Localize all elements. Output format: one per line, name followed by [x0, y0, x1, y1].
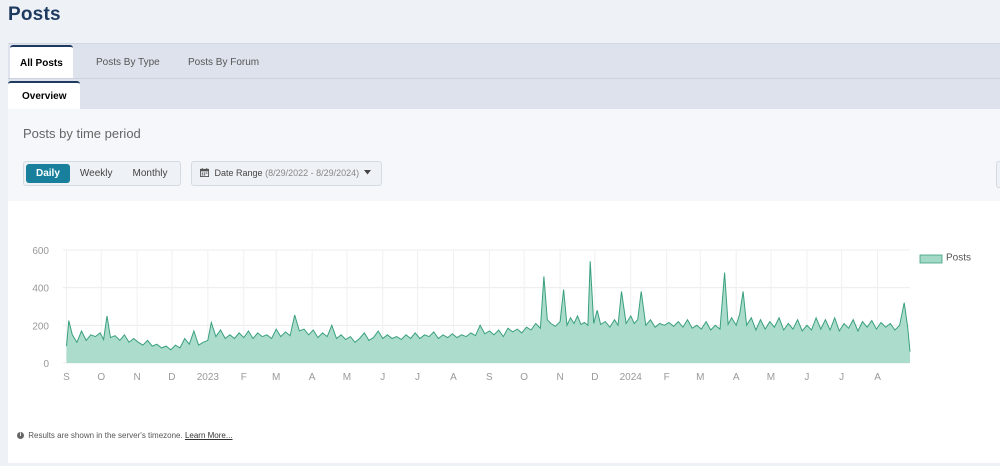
panel-heading: Posts by time period [23, 126, 141, 141]
x-tick-label: S [486, 372, 493, 383]
tabs-bar: All Posts Posts By Type Posts By Forum [8, 43, 1000, 80]
footnote-text: Results are shown in the server's timezo… [28, 431, 183, 440]
page-title: Posts [8, 4, 61, 25]
y-tick-label: 400 [32, 284, 49, 295]
y-tick-label: 600 [32, 246, 49, 257]
x-tick-label: M [343, 372, 351, 383]
x-tick-label: 2024 [620, 372, 643, 383]
x-tick-label: J [415, 372, 420, 383]
posts-area-chart: 0 200 400 600 S O N D 2023 F M A M J J A S O N D 2024 F M A M J J A… [32, 246, 971, 383]
daily-button[interactable]: Daily [26, 164, 70, 183]
x-tick-label: N [134, 372, 141, 383]
panel-header: Posts by time period Daily Weekly Monthl… [8, 109, 1000, 201]
x-tick-label: O [97, 372, 105, 383]
x-tick-label: A [450, 372, 457, 383]
x-tick-label: O [520, 372, 528, 383]
calendar-icon [200, 168, 215, 178]
x-tick-label: M [767, 372, 775, 383]
subtabs-bar: Overview [8, 78, 1000, 111]
x-tick-label: A [733, 372, 740, 383]
x-tick-label: A [309, 372, 316, 383]
x-tick-label: M [272, 372, 280, 383]
period-button-group: Daily Weekly Monthly [23, 161, 181, 186]
footnote: i Results are shown in the server's time… [17, 431, 233, 440]
chart-axes: 0 200 400 600 S O N D 2023 F M A M J J A S O N D 2024 F M A M J J A [32, 246, 881, 383]
x-tick-label: D [168, 372, 175, 383]
chart-series [66, 261, 911, 363]
x-tick-label: F [241, 372, 247, 383]
legend-label-posts[interactable]: Posts [946, 253, 971, 264]
weekly-button[interactable]: Weekly [79, 168, 113, 179]
y-tick-label: 200 [32, 321, 49, 332]
series-line-posts [66, 261, 911, 352]
date-range-value: (8/29/2022 - 8/29/2024) [265, 168, 360, 178]
x-tick-label: J [380, 372, 385, 383]
x-tick-label: F [664, 372, 670, 383]
tab-posts-by-forum[interactable]: Posts By Forum [188, 57, 260, 68]
x-tick-label: S [63, 372, 70, 383]
date-range-label: Date Range [214, 168, 263, 178]
subtab-overview[interactable]: Overview [8, 81, 81, 111]
chart-panel: 0 200 400 600 S O N D 2023 F M A M J J A S O N D 2024 F M A M J J A… [8, 201, 1000, 463]
learn-more-link[interactable]: Learn More... [184, 431, 233, 440]
info-icon: i [17, 432, 24, 440]
y-tick-label: 0 [43, 359, 49, 370]
tab-posts-by-type[interactable]: Posts By Type [96, 57, 160, 68]
toolbar-edge-button[interactable] [996, 161, 1000, 188]
x-tick-label: J [804, 372, 809, 383]
x-tick-label: 2023 [197, 372, 220, 383]
x-tick-label: J [839, 372, 844, 383]
caret-down-icon [362, 168, 371, 178]
tab-all-posts[interactable]: All Posts [10, 45, 73, 80]
x-tick-label: M [696, 372, 704, 383]
date-range-button[interactable]: Date Range (8/29/2022 - 8/29/2024) [191, 161, 382, 186]
legend-swatch-posts [919, 254, 943, 264]
x-tick-label: A [874, 372, 881, 383]
x-tick-label: D [591, 372, 598, 383]
x-tick-label: N [556, 372, 563, 383]
chart-legend[interactable]: Posts [919, 253, 971, 264]
series-area-posts [66, 261, 910, 363]
monthly-button[interactable]: Monthly [132, 168, 168, 179]
